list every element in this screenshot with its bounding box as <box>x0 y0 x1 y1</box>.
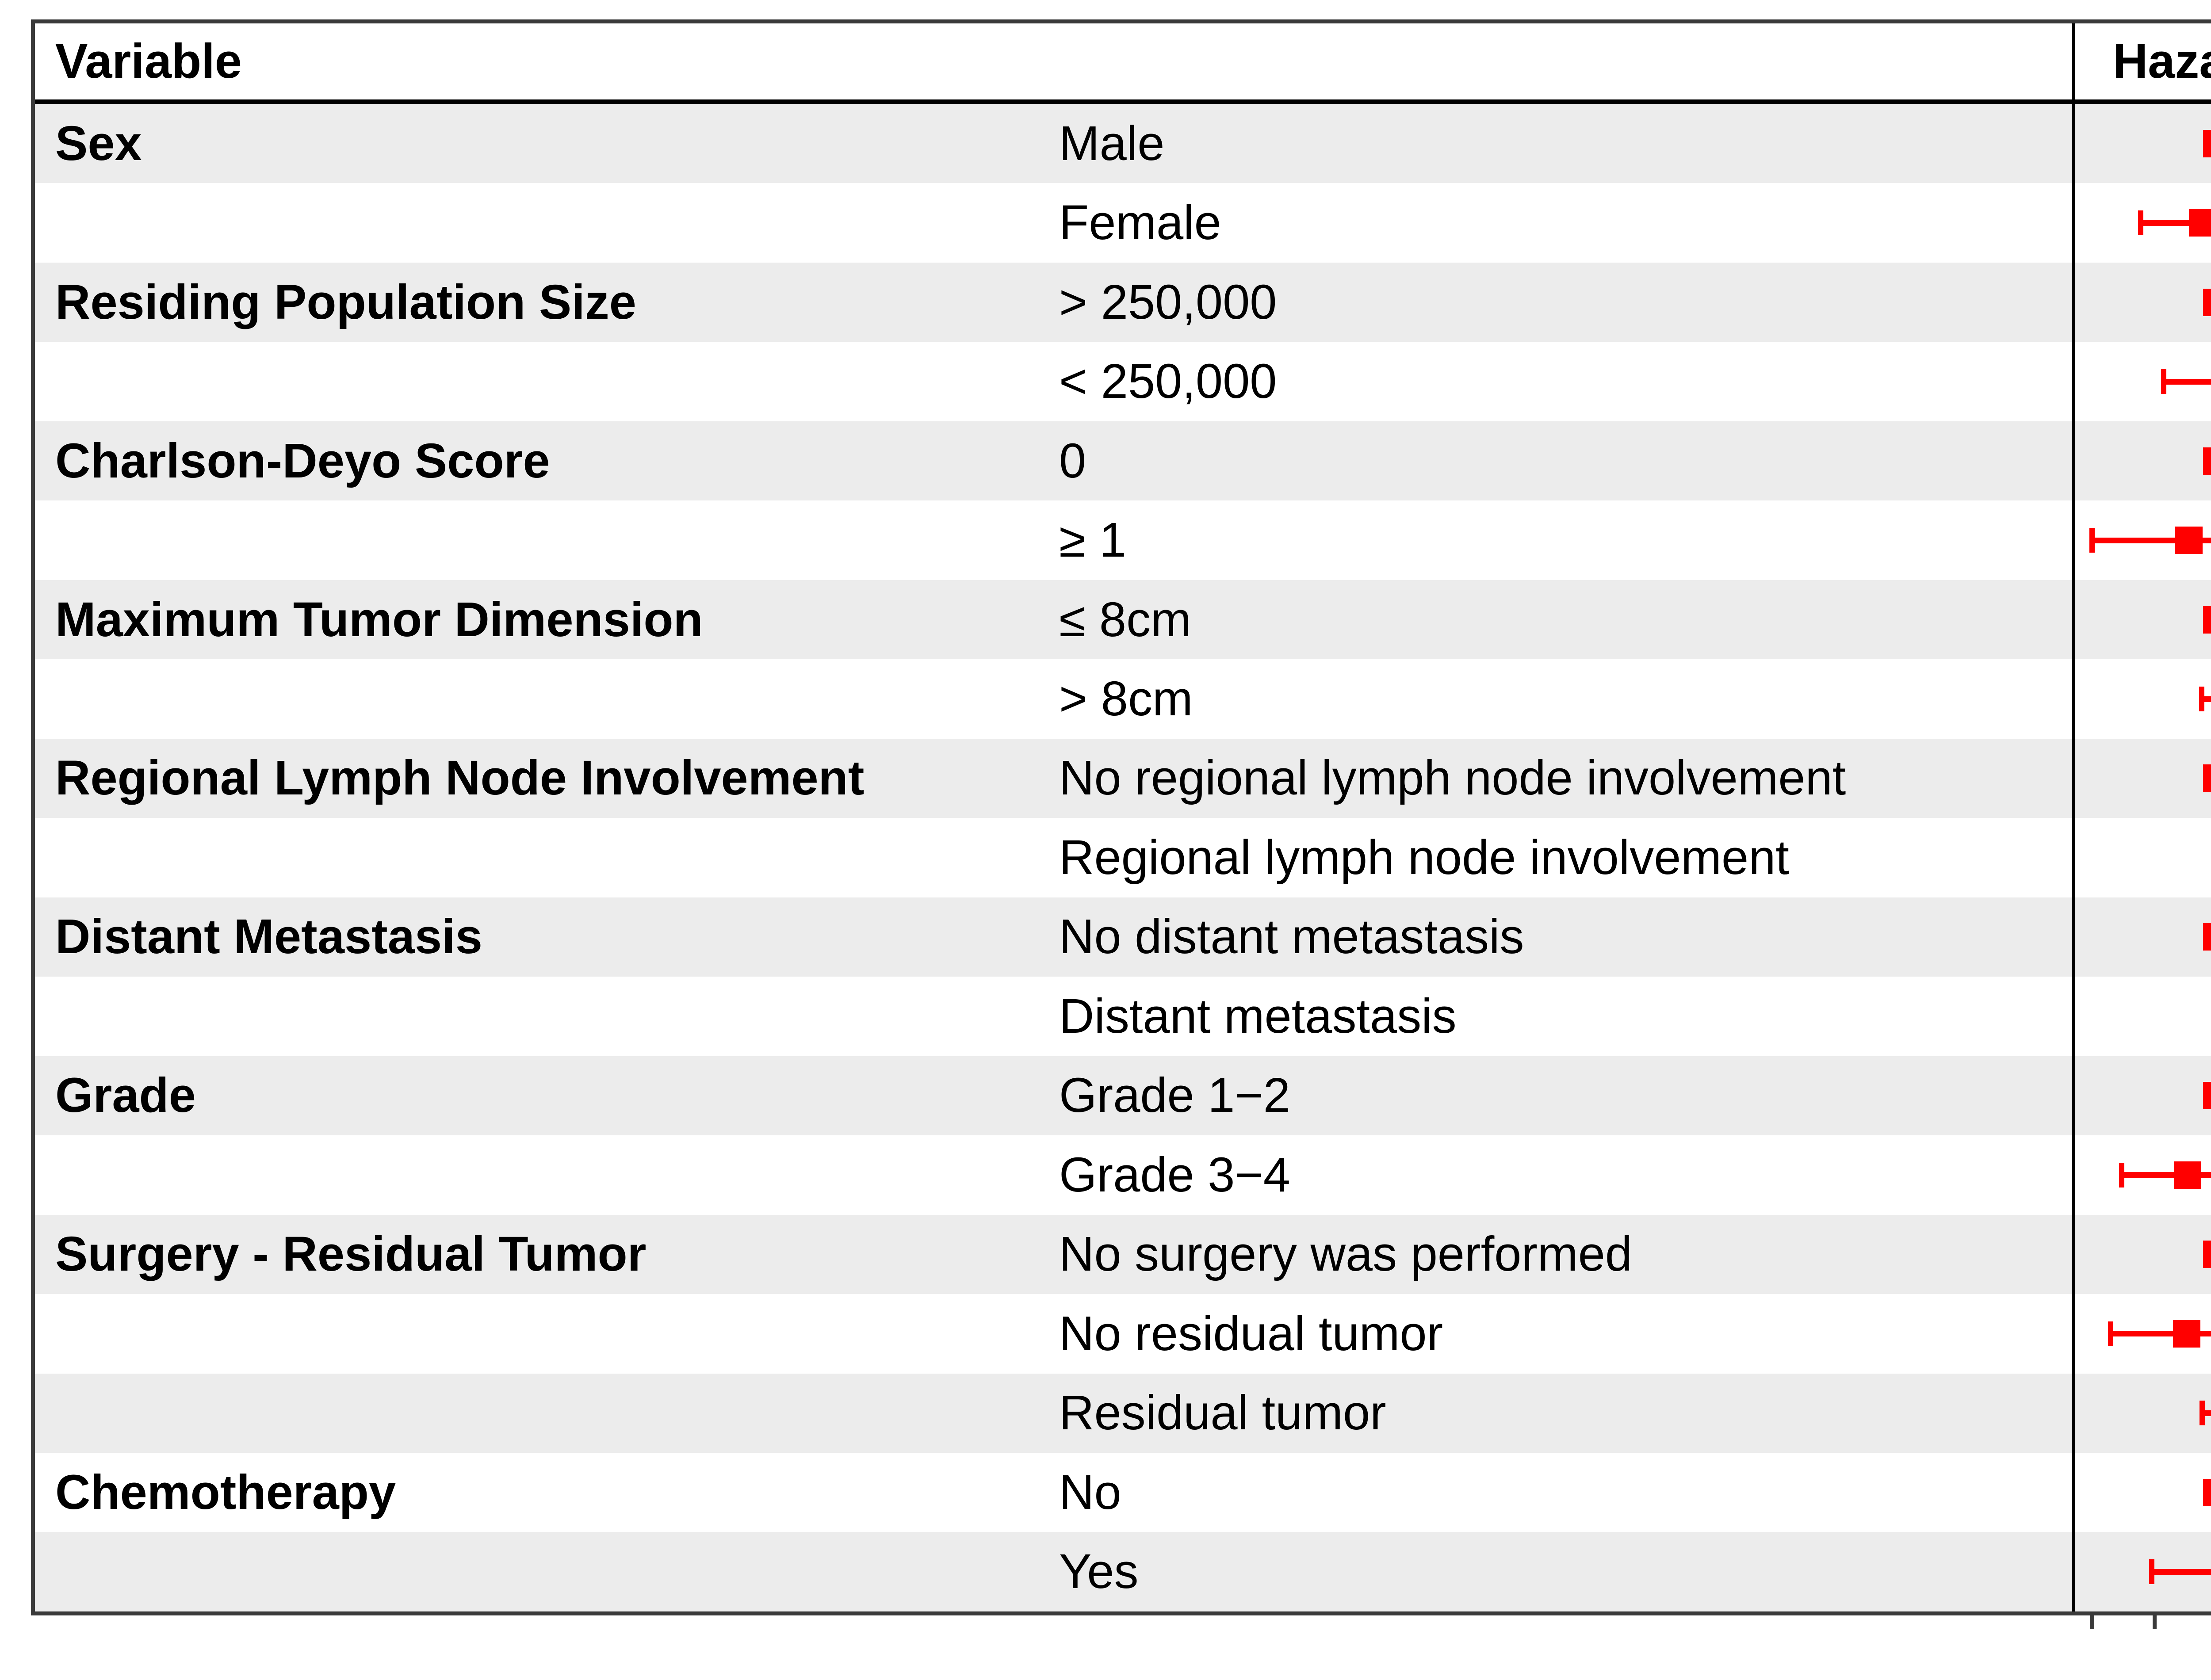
reference-marker-square <box>2203 1478 2211 1506</box>
variable-label: Distant Metastasis <box>55 909 482 964</box>
reference-marker-square <box>2203 1082 2211 1110</box>
variable-label: Regional Lymph Node Involvement <box>55 751 865 806</box>
level-label: Residual tumor <box>1059 1386 1386 1440</box>
labels-plot-separator-line <box>2072 23 2075 1611</box>
level-label: Distant metastasis <box>1059 989 1457 1043</box>
ci-cap-low <box>2119 1162 2125 1187</box>
row-stripe <box>35 580 2211 660</box>
row-stripe <box>35 421 2211 501</box>
ci-cap-low <box>2138 210 2143 236</box>
level-label: 0 <box>1059 433 1086 488</box>
variable-label: Sex <box>55 116 142 171</box>
level-label: > 8cm <box>1059 672 1193 726</box>
ci-whisker <box>2151 1569 2211 1575</box>
level-label: No <box>1059 1465 1121 1520</box>
x-axis-tick <box>2090 1615 2094 1629</box>
hr-point-marker-square <box>2173 1161 2201 1189</box>
reference-marker-square <box>2203 764 2211 792</box>
variable-label: Surgery - Residual Tumor <box>55 1227 646 1282</box>
ci-cap-low <box>2199 1401 2205 1426</box>
row-stripe <box>35 104 2211 183</box>
level-label: No regional lymph node involvement <box>1059 751 1846 806</box>
row-stripe <box>35 738 2211 818</box>
level-label: < 250,000 <box>1059 354 1277 409</box>
reference-marker-square <box>2203 1241 2211 1268</box>
level-label: Female <box>1059 195 1221 250</box>
hr-point-marker-square <box>2188 209 2211 237</box>
level-label: Grade 1−2 <box>1059 1068 1290 1123</box>
ci-cap-low <box>2149 1559 2154 1585</box>
level-label: Yes <box>1059 1544 1139 1599</box>
level-label: Male <box>1059 116 1165 171</box>
row-stripe <box>35 897 2211 977</box>
level-label: Regional lymph node involvement <box>1059 830 1789 885</box>
variable-label: Residing Population Size <box>55 275 636 329</box>
row-stripe <box>35 1056 2211 1136</box>
variable-label: Chemotherapy <box>55 1465 396 1520</box>
reference-marker-square <box>2203 130 2211 157</box>
row-stripe <box>35 1373 2211 1453</box>
level-label: No distant metastasis <box>1059 909 1524 964</box>
variable-label: Charlson-Deyo Score <box>55 433 550 488</box>
ci-cap-low <box>2108 1321 2114 1346</box>
variable-label: Maximum Tumor Dimension <box>55 592 703 647</box>
variable-label: Grade <box>55 1068 196 1123</box>
level-label: No residual tumor <box>1059 1306 1443 1361</box>
level-label: > 250,000 <box>1059 275 1277 329</box>
reference-marker-square <box>2203 447 2211 475</box>
reference-marker-square <box>2203 923 2211 951</box>
ci-cap-low <box>2089 528 2095 553</box>
row-stripe <box>35 262 2211 342</box>
table-outer-frame <box>31 19 2211 1615</box>
level-label: No surgery was performed <box>1059 1227 1633 1282</box>
ci-whisker <box>2163 378 2211 385</box>
level-label: Grade 3−4 <box>1059 1147 1290 1202</box>
column-header-plot-hazard-ratio: Hazard Ratio <box>2112 34 2211 88</box>
hr-point-marker-square <box>2173 1320 2201 1348</box>
level-label: ≥ 1 <box>1059 513 1127 568</box>
ci-cap-low <box>2199 687 2204 712</box>
reference-marker-square <box>2203 288 2211 316</box>
x-axis-tick <box>2152 1615 2157 1629</box>
hr-point-marker-square <box>2175 527 2203 554</box>
ci-cap-low <box>2161 369 2166 394</box>
row-stripe <box>35 1214 2211 1294</box>
header-separator-line <box>35 99 2211 104</box>
level-label: ≤ 8cm <box>1059 592 1191 647</box>
reference-marker-square <box>2203 606 2211 634</box>
column-header-variable: Variable <box>55 34 242 88</box>
row-stripe <box>35 1532 2211 1611</box>
